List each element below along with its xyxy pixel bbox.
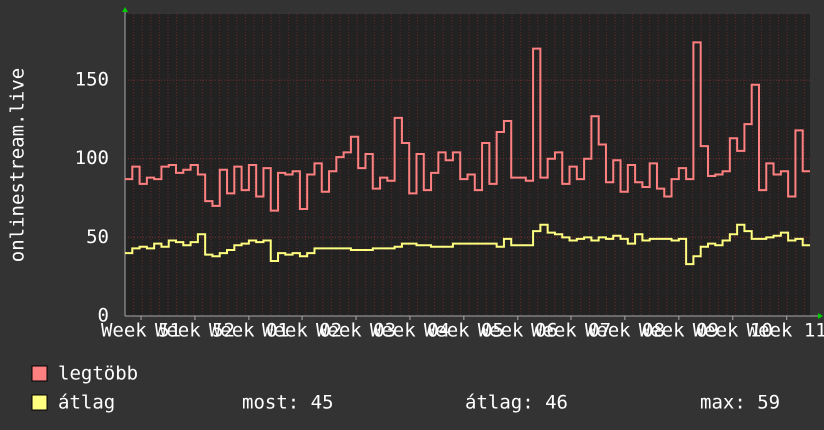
x-tick-label: Week 04 [370,320,450,342]
legend-label: átlag [58,392,115,414]
x-tick-label: Week 02 [262,320,342,342]
y-tick-label: 50 [86,226,109,248]
x-tick-label: Week 05 [424,320,504,342]
x-tick-label: Week 10 [693,320,773,342]
x-tick-label: Week 03 [316,320,396,342]
x-tick-label: Week 11 [747,320,824,342]
legend-label: legtöbb [58,363,138,385]
y-tick-label: 0 [98,305,109,327]
axis-arrow [818,313,823,319]
x-tick-label: Week 51 [101,320,181,342]
y-axis-label: onlinestream.live [7,68,29,262]
stat-now: most: 45 [242,392,334,414]
stat-max: max: 59 [700,392,780,414]
x-tick-label: Week 09 [639,320,719,342]
y-tick-label: 100 [75,147,109,169]
x-tick-label: Week 08 [585,320,665,342]
x-tick-label: Week 06 [478,320,558,342]
legend-swatch [31,394,48,411]
y-tick-label: 150 [75,69,109,91]
series-line [125,41,810,212]
x-tick-label: Week 01 [209,320,289,342]
axis-arrow [122,7,128,12]
x-tick-label: Week 52 [155,320,235,342]
series-line [125,223,810,266]
legend-swatch [31,365,48,382]
stat-avg: átlag: 46 [465,392,568,414]
plot-area [125,14,810,316]
x-tick-label: Week 07 [531,320,611,342]
